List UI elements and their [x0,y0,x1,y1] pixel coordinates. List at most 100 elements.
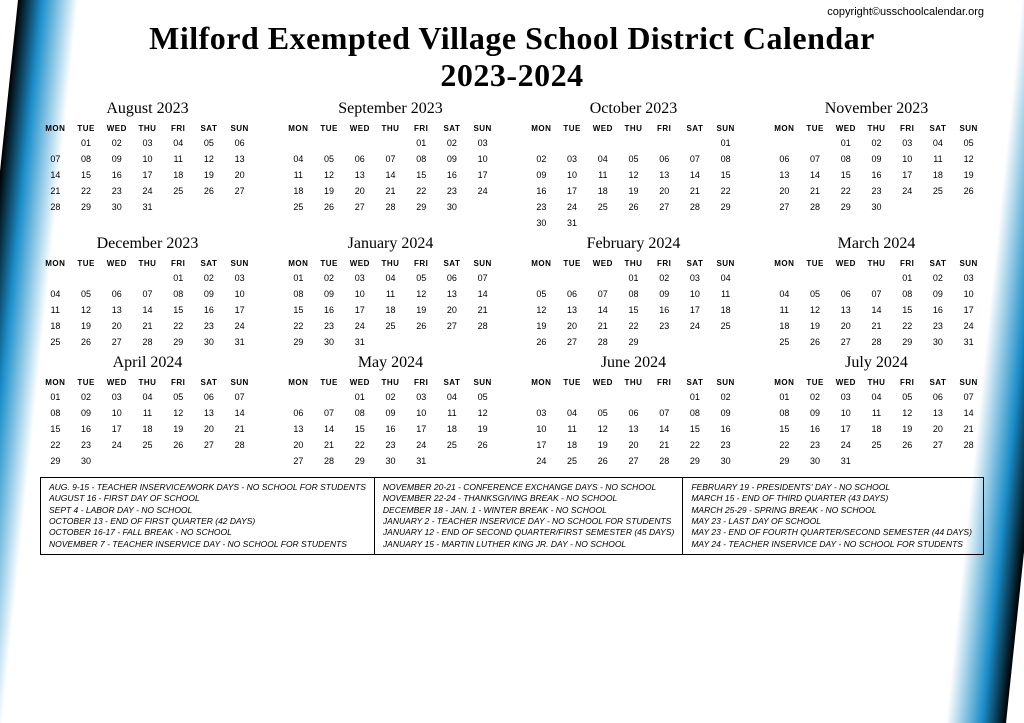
day-cell: 18 [283,183,314,199]
week-row: 01020304050607 [283,270,498,286]
day-cell: 07 [224,389,255,405]
day-of-week-label: SUN [224,376,255,389]
week-row: 18192021222324 [40,318,255,334]
month-block: February 2024MONTUEWEDTHUFRISATSUN000000… [526,235,741,350]
week-row: 15161718192021 [769,421,984,437]
note-line: OCTOBER 13 - END OF FIRST QUARTER (42 DA… [49,516,366,527]
day-cell: 30 [314,334,345,350]
day-of-week-label: WED [101,122,132,135]
day-cell: 05 [800,286,831,302]
day-cell: 31 [344,334,375,350]
week-row: 02030405060708 [526,151,741,167]
day-of-week-label: SUN [710,376,741,389]
day-cell: 23 [800,437,831,453]
day-cell: 13 [830,302,861,318]
day-cell: 07 [861,286,892,302]
day-of-week-row: MONTUEWEDTHUFRISATSUN [769,122,984,135]
week-row: 10111213141516 [526,421,741,437]
day-cell: 17 [557,183,588,199]
day-cell: 25 [283,199,314,215]
day-cell: 22 [892,318,923,334]
day-cell: 26 [618,199,649,215]
day-cell: 18 [710,302,741,318]
day-cell: 01 [283,270,314,286]
day-cell: 17 [830,421,861,437]
day-cell: 26 [467,437,498,453]
week-row: 22232425262728 [769,437,984,453]
day-cell: 30 [861,199,892,215]
day-of-week-label: WED [830,257,861,270]
notes-table: AUG. 9-15 - TEACHER INSERVICE/WORK DAYS … [40,477,984,556]
day-cell: 11 [557,421,588,437]
day-cell: 27 [557,334,588,350]
day-cell: 27 [649,199,680,215]
day-of-week-label: MON [769,122,800,135]
day-cell: 23 [710,437,741,453]
day-of-week-label: THU [132,122,163,135]
day-cell: 25 [769,334,800,350]
day-cell: 15 [680,421,711,437]
day-cell: 28 [680,199,711,215]
day-cell: 23 [649,318,680,334]
week-row: 13141516171819 [769,167,984,183]
week-row: 29300000000000 [40,453,255,469]
day-cell: 31 [557,215,588,231]
day-cell: 07 [649,405,680,421]
day-cell: 11 [437,405,468,421]
day-cell: 09 [375,405,406,421]
day-cell: 20 [649,183,680,199]
month-name: June 2024 [526,354,741,372]
day-cell: 06 [437,270,468,286]
month-block: March 2024MONTUEWEDTHUFRISATSUN000000000… [769,235,984,350]
day-cell: 12 [314,167,345,183]
day-cell: 18 [587,183,618,199]
day-cell: 28 [467,318,498,334]
day-cell: 16 [861,167,892,183]
day-cell: 05 [163,389,194,405]
week-row: 24252627282930 [526,453,741,469]
day-cell: 16 [194,302,225,318]
day-of-week-label: SUN [467,257,498,270]
month-block: August 2023MONTUEWEDTHUFRISATSUN00010203… [40,100,255,231]
day-cell: 01 [710,135,741,151]
day-cell: 18 [132,421,163,437]
day-cell: 25 [923,183,954,199]
day-cell: 05 [314,151,345,167]
day-cell: 24 [892,183,923,199]
week-row: 09101112131415 [526,167,741,183]
day-of-week-label: FRI [406,376,437,389]
note-line: DECEMBER 18 - JAN. 1 - WINTER BREAK - NO… [383,505,674,516]
day-cell: 12 [953,151,984,167]
day-cell: 08 [163,286,194,302]
day-of-week-label: MON [283,376,314,389]
note-line: MARCH 25-29 - SPRING BREAK - NO SCHOOL [691,505,975,516]
day-cell: 02 [314,270,345,286]
day-cell: 29 [283,334,314,350]
week-row: 08091011121314 [769,405,984,421]
day-cell: 25 [40,334,71,350]
week-row: 00000000010203 [769,270,984,286]
day-of-week-label: MON [40,122,71,135]
day-cell: 24 [830,437,861,453]
day-cell: 03 [526,405,557,421]
day-cell: 10 [680,286,711,302]
day-cell: 09 [437,151,468,167]
month-block: September 2023MONTUEWEDTHUFRISATSUN00000… [283,100,498,231]
day-cell: 04 [557,405,588,421]
day-cell: 22 [40,437,71,453]
day-cell: 30 [437,199,468,215]
day-cell: 06 [344,151,375,167]
day-cell: 20 [923,421,954,437]
day-of-week-label: FRI [406,257,437,270]
day-of-week-label: MON [526,122,557,135]
day-cell: 09 [800,405,831,421]
day-cell: 27 [769,199,800,215]
day-cell: 10 [101,405,132,421]
day-cell: 20 [437,302,468,318]
day-cell: 06 [283,405,314,421]
day-cell: 13 [283,421,314,437]
day-cell: 14 [224,405,255,421]
day-cell: 23 [526,199,557,215]
day-of-week-label: THU [375,376,406,389]
day-cell: 17 [344,302,375,318]
